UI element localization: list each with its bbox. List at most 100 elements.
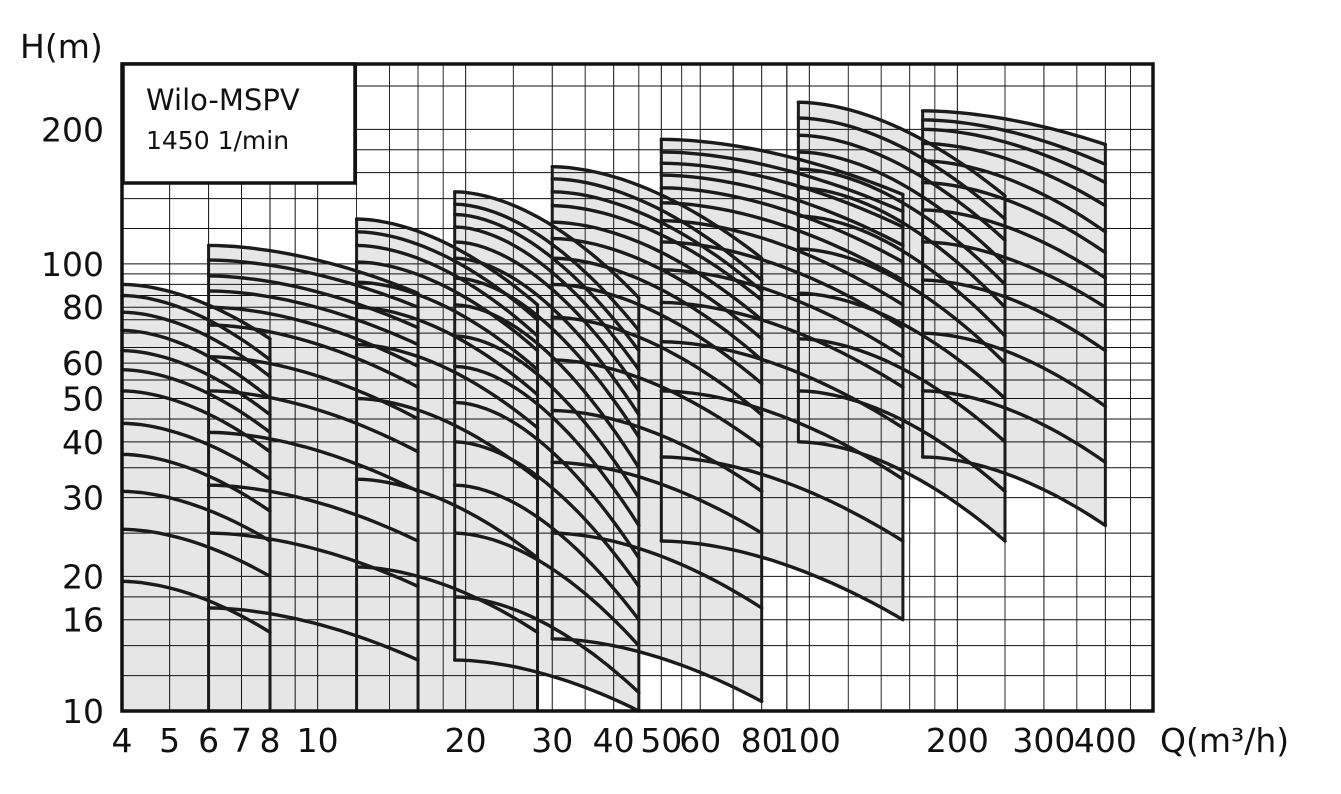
pump-curve-4-10 [453,276,641,439]
pump-curve-5-11 [550,203,764,302]
y-tick-label: 10 [62,692,104,731]
pump-curve-8-10 [920,127,1108,185]
pump-curve-1-7 [120,368,272,435]
pump-curve-2-8 [206,305,420,369]
pump-curve-5-6 [550,315,764,417]
pump-curve-3-7 [354,260,540,353]
x-tick-label: 5 [159,721,180,760]
pump-curve-7-5 [796,247,1007,365]
pump-curve-6-6 [659,268,905,359]
x-tick-label: 10 [297,721,339,760]
pump-curve-1-4 [120,452,272,513]
pump-curve-7-7 [796,186,1007,309]
pump-curve-8-4 [920,278,1108,353]
y-tick-label: 60 [62,344,104,383]
pump-curve-7-3 [796,337,1007,444]
pump-curve-5-5 [550,358,764,449]
pump-curve-8-3 [920,331,1108,409]
x-axis-title: Q(m³/h) [1160,721,1289,760]
pump-curve-7-11 [796,116,1007,221]
pump-curve-4-13 [453,225,641,372]
pump-curve-3-4 [354,342,540,430]
pump-curve-8-7 [920,180,1108,255]
pump-curve-6-2 [659,455,905,543]
x-tick-label: 40 [593,721,635,760]
pump-curve-4-2 [453,595,641,695]
pump-curve-5-12 [550,190,764,293]
pump-curve-7-8 [796,167,1007,287]
pump-curve-2-12 [206,243,420,295]
pump-curve-4-8 [453,334,641,500]
pump-curves [120,100,1108,713]
legend-title: Wilo-MSPV [146,83,300,117]
pump-curve-7-12 [796,100,1007,198]
x-tick-label: 80 [741,721,783,760]
pump-curve-7-10 [796,133,1007,242]
pump-curve-6-12 [659,161,905,229]
pump-curve-5-1 [550,637,764,704]
pump-curve-4-3 [453,531,641,648]
pump-curve-5-10 [550,220,764,322]
pump-curve-7-9 [796,150,1007,266]
pump-curve-1-2 [120,527,272,579]
pump-curve-5-3 [550,460,764,535]
pump-curve-4-1 [453,658,641,713]
x-tick-label: 7 [231,721,252,760]
pump-curve-5-8 [550,256,764,362]
legend-box: Wilo-MSPV 1450 1/min [121,62,357,185]
pump-curve-2-2 [206,531,420,589]
pump-curve-4-5 [453,440,641,589]
pump-curve-6-11 [659,173,905,248]
pump-curve-1-11 [120,293,272,362]
pump-curve-1-8 [120,348,272,417]
pump-curve-8-8 [920,159,1108,234]
x-tick-label: 30 [531,721,573,760]
y-tick-label: 200 [41,110,104,149]
pump-curve-5-2 [550,531,764,610]
y-tick-label: 80 [62,288,104,327]
pump-curve-6-13 [659,150,905,214]
pump-curve-6-7 [659,240,905,330]
pump-curve-4-4 [453,483,641,622]
x-tick-label: 200 [926,721,989,760]
pump-curve-6-8 [659,218,905,307]
x-tick-label: 4 [112,721,133,760]
pump-curve-3-6 [354,280,540,372]
x-tick-label: 8 [260,721,281,760]
y-axis-title: H(m) [20,27,103,66]
pump-curve-2-1 [206,606,420,662]
pump-curve-4-6 [453,400,641,560]
pump-curve-5-7 [550,282,764,386]
pump-curve-4-11 [453,256,641,417]
x-tick-label: 50 [640,721,682,760]
pump-curve-8-12 [920,109,1108,147]
y-tick-label: 50 [62,380,104,419]
pump-curve-6-5 [659,300,905,389]
x-tick-label: 6 [198,721,219,760]
pump-curve-6-1 [659,539,905,622]
pump-curve-2-11 [206,258,420,309]
pump-curve-1-1 [120,579,272,634]
pump-curve-2-3 [206,483,420,543]
legend-subtitle: 1450 1/min [146,126,289,155]
x-tick-label: 400 [1074,721,1137,760]
pump-curve-1-12 [120,282,272,341]
pump-curve-4-12 [453,240,641,393]
pump-curve-7-6 [796,214,1007,338]
y-tick-label: 16 [62,601,104,640]
pump-curve-2-4 [206,430,420,493]
pump-curve-8-6 [920,208,1108,280]
pump-curve-4-9 [453,303,641,470]
pump-curve-8-5 [920,240,1108,309]
pump-curve-3-1 [354,565,540,634]
pump-curve-3-2 [354,477,540,560]
pump-curve-4-7 [453,364,641,528]
pump-curve-7-1 [796,440,1007,543]
y-tick-label: 100 [41,245,104,284]
pump-curve-1-5 [120,421,272,481]
pump-curve-7-4 [796,291,1007,401]
pump-curve-6-14 [659,137,905,197]
